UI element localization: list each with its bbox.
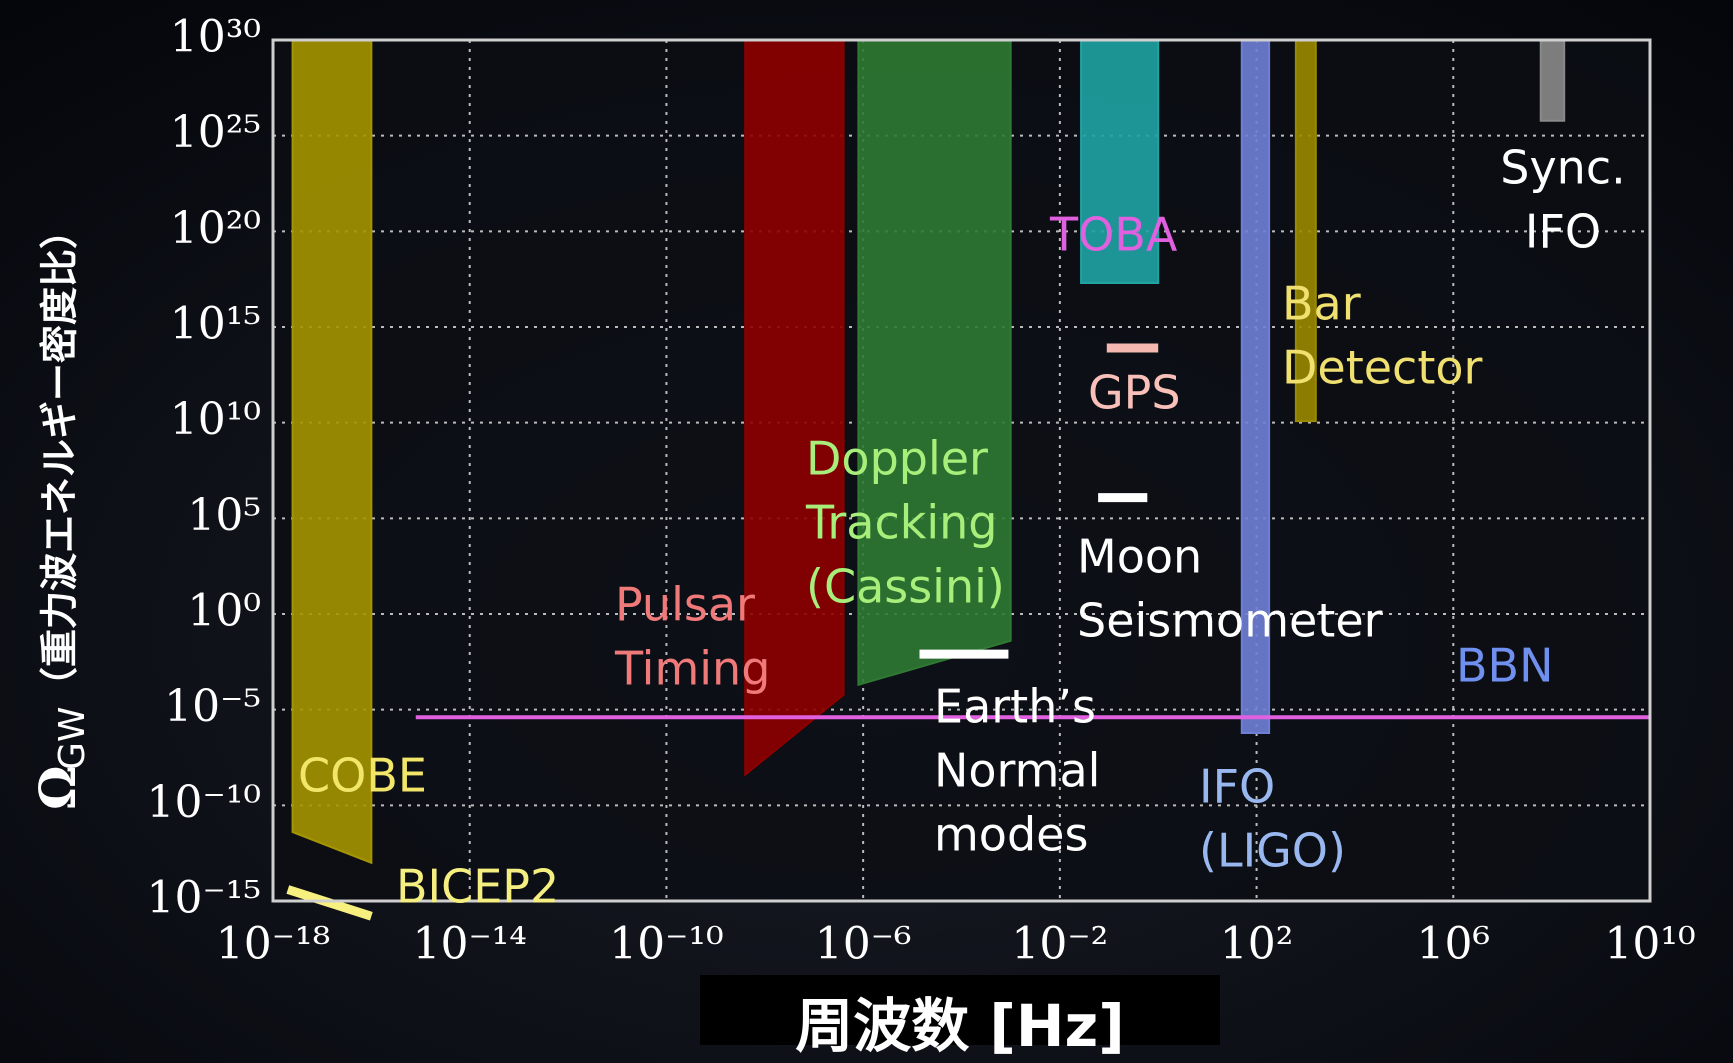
x-tick-label: 10⁶ [1416, 919, 1490, 970]
y-tick-label: 10⁰ [187, 586, 261, 637]
series-label: Normal [934, 744, 1100, 798]
x-axis-label: 周波数 [Hz] [795, 992, 1125, 1060]
y-label-text: （重力波エネルギー密度比） [38, 211, 82, 705]
y-tick-label: 10²⁰ [170, 203, 261, 254]
series-label: Doppler [806, 432, 988, 486]
y-label-symbol: Ω [28, 765, 87, 810]
series-label: Moon [1077, 530, 1202, 584]
series-label: (Cassini) [806, 560, 1005, 614]
y-tick-label: 10⁻¹⁵ [147, 873, 262, 924]
series-label: COBE [298, 749, 427, 803]
x-tick-label: 10⁻² [1011, 919, 1108, 970]
series-label: BBN [1456, 639, 1554, 693]
y-axis-label: Ω GW （重力波エネルギー密度比） [28, 211, 93, 810]
region [291, 39, 373, 865]
y-tick-label: 10¹⁰ [170, 394, 261, 445]
segment [286, 885, 373, 921]
labels: COBE BICEP2 Pulsar Timing Doppler Tracking (Ca… [298, 141, 1626, 914]
x-tick-label: 10⁻¹⁸ [216, 919, 331, 970]
series-label: Timing [614, 642, 770, 696]
y-tick-label: 10⁻¹⁰ [147, 777, 262, 828]
series-label: Sync. [1500, 141, 1626, 195]
series-label: BICEP2 [396, 860, 559, 914]
xlabel-bg [700, 975, 1220, 1045]
y-label-subscript: GW [52, 707, 93, 771]
series-label: IFO [1525, 205, 1601, 259]
series-label: Bar [1282, 277, 1361, 331]
region [1539, 39, 1566, 122]
x-tick-label: 10¹⁰ [1604, 919, 1695, 970]
series-label: modes [934, 808, 1088, 862]
series-label: Detector [1282, 341, 1483, 395]
y-tick-label: 10¹⁵ [170, 299, 261, 350]
series-label: GPS [1088, 366, 1181, 420]
series-label: Tracking [805, 496, 998, 550]
series-label: Pulsar [615, 578, 755, 632]
y-tick-label: 10⁵ [187, 490, 261, 541]
y-tick-label: 10⁻⁵ [164, 681, 261, 732]
series-label: Earth’s [934, 680, 1096, 734]
plot-frame [271, 38, 1652, 903]
series-label: IFO [1199, 760, 1275, 814]
y-tick-label: 10²⁵ [170, 107, 261, 158]
y-tick-label: 10³⁰ [170, 12, 261, 63]
marks [286, 39, 1650, 921]
series-label: Seismometer [1077, 594, 1383, 648]
series-label: (LIGO) [1199, 824, 1346, 878]
x-tick-label: 10⁻¹⁰ [609, 919, 724, 970]
x-tick-label: 10⁻⁶ [815, 919, 912, 970]
x-tick-label: 10⁻¹⁴ [412, 919, 527, 970]
series-label: TOBA [1049, 208, 1178, 262]
x-tick-label: 10² [1220, 919, 1294, 970]
